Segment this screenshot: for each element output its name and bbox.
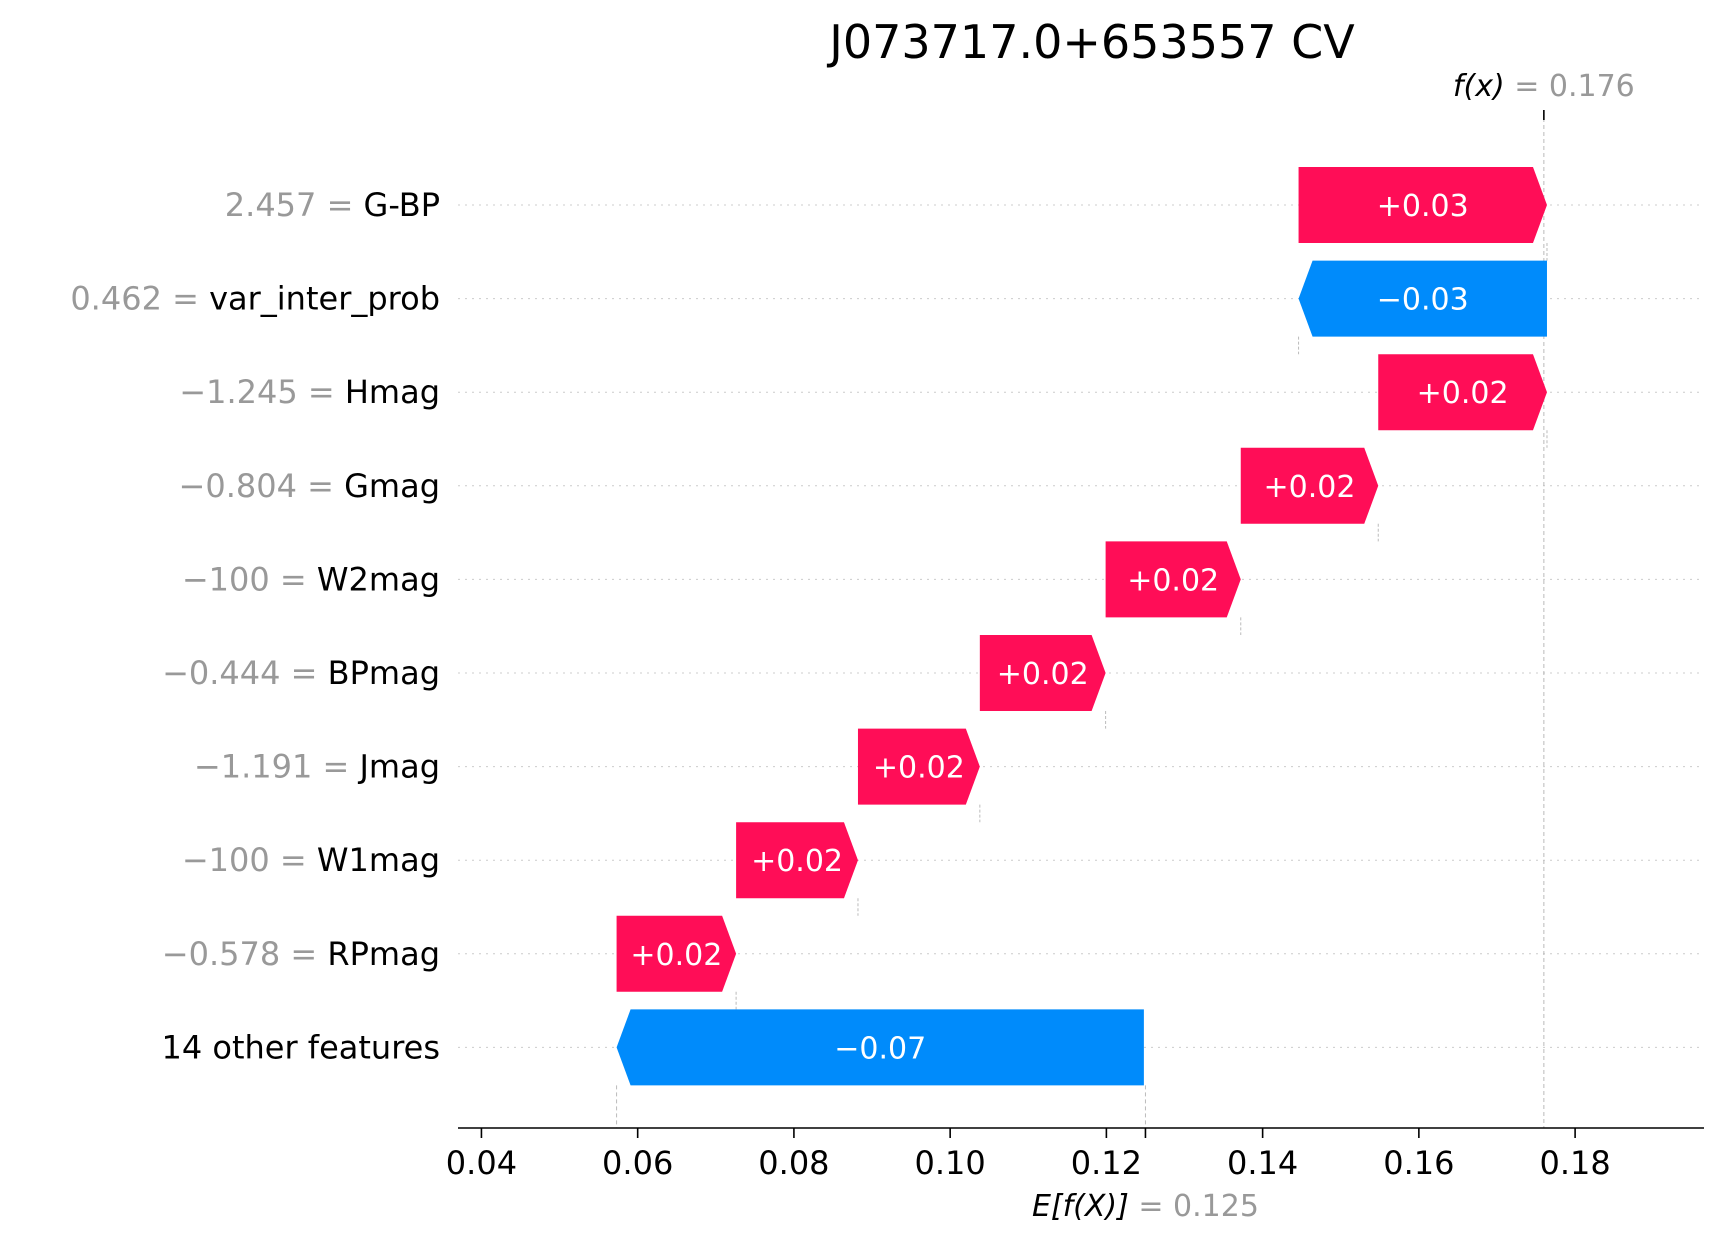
x-tick-label: 0.04 <box>446 1144 517 1182</box>
feature-label: 14 other features <box>161 1028 440 1066</box>
feature-name: W1mag <box>317 841 440 879</box>
feature-bar <box>616 915 737 992</box>
feature-value: 2.457 <box>225 186 317 224</box>
base-value-label: E[f(X)] = 0.125 <box>1032 1189 1259 1224</box>
feature-equals: = <box>280 935 327 973</box>
base-value-equals: = <box>1129 1189 1173 1224</box>
feature-equals: = <box>312 748 359 786</box>
feature-label: −100 = W2mag <box>182 560 440 598</box>
feature-name: BPmag <box>328 654 440 692</box>
feature-label: 2.457 = G-BP <box>225 186 440 224</box>
bar-value-label: +0.03 <box>1377 189 1469 224</box>
x-tick-label: 0.14 <box>1227 1144 1298 1182</box>
feature-value: 0.462 <box>70 280 162 318</box>
feature-name: Jmag <box>357 748 440 786</box>
feature-bars: +0.03 −0.03 +0.02 +0.02 +0.02 +0.02 +0.02 +0.02… <box>616 167 1547 1086</box>
feature-label: −0.444 = BPmag <box>162 654 440 692</box>
feature-equals: = <box>316 186 363 224</box>
base-value-number: 0.125 <box>1173 1189 1259 1224</box>
feature-bar <box>1298 260 1547 337</box>
x-tick-label: 0.12 <box>1071 1144 1142 1182</box>
bar-value-label: +0.02 <box>873 751 965 786</box>
feature-name: Gmag <box>344 467 440 505</box>
feature-bar <box>736 822 858 899</box>
bar-value-label: +0.02 <box>1127 563 1219 598</box>
feature-value: −1.191 <box>194 748 312 786</box>
feature-label: −0.578 = RPmag <box>162 935 440 973</box>
feature-value: −100 <box>182 841 270 879</box>
feature-labels: 2.457 = G-BP 0.462 = var_inter_prob −1.245… <box>70 186 440 1066</box>
x-tick-label: 0.06 <box>602 1144 673 1182</box>
x-tick-label: 0.08 <box>758 1144 829 1182</box>
feature-label: −100 = W1mag <box>182 841 440 879</box>
bar-value-label: −0.03 <box>1377 283 1469 318</box>
feature-label: 0.462 = var_inter_prob <box>70 280 440 318</box>
feature-value: −0.444 <box>162 654 280 692</box>
feature-equals: = <box>270 560 317 598</box>
feature-name: G-BP <box>364 186 440 224</box>
feature-bar <box>1105 541 1241 618</box>
base-value-name: E[f(X)] <box>1032 1189 1129 1224</box>
feature-bar <box>1240 447 1379 524</box>
x-tick-label: 0.10 <box>915 1144 986 1182</box>
x-tick-label: 0.18 <box>1539 1144 1610 1182</box>
feature-value: −1.245 <box>179 373 297 411</box>
bar-value-label: +0.02 <box>997 657 1089 692</box>
reference-labels: f(x) = 0.176 E[f(X)] = 0.125 <box>1032 69 1635 1224</box>
feature-bar <box>616 1009 1144 1086</box>
x-tick-label: 0.16 <box>1383 1144 1454 1182</box>
x-axis: 0.04 0.06 0.08 0.10 0.12 0.14 0.16 0.18 <box>446 1127 1704 1182</box>
feature-bar <box>1298 167 1547 243</box>
feature-label: −1.191 = Jmag <box>194 748 440 786</box>
feature-name: W2mag <box>317 560 440 598</box>
output-value-equals: = <box>1505 69 1549 104</box>
feature-bar <box>1378 354 1547 431</box>
feature-name: Hmag <box>345 373 440 411</box>
feature-bar <box>857 728 980 805</box>
connector-lines <box>735 243 1548 1010</box>
chart-title: J073717.0+653557 CV <box>826 15 1355 69</box>
feature-bar <box>979 635 1106 711</box>
feature-name: var_inter_prob <box>209 280 440 318</box>
bar-value-label: +0.02 <box>1417 376 1509 411</box>
feature-value: −0.578 <box>162 935 280 973</box>
output-value-name: f(x) <box>1453 69 1505 104</box>
feature-value: −0.804 <box>179 467 297 505</box>
feature-value: −100 <box>182 560 270 598</box>
output-value-label: f(x) = 0.176 <box>1453 69 1635 104</box>
feature-equals: = <box>298 373 345 411</box>
bar-value-label: +0.02 <box>751 844 843 879</box>
bar-value-label: −0.07 <box>834 1031 926 1066</box>
output-value-number: 0.176 <box>1549 69 1635 104</box>
feature-name: 14 other features <box>161 1028 440 1066</box>
feature-name: RPmag <box>327 935 440 973</box>
feature-label: −0.804 = Gmag <box>179 467 440 505</box>
feature-equals: = <box>162 280 209 318</box>
bar-value-label: +0.02 <box>630 938 722 973</box>
feature-label: −1.245 = Hmag <box>179 373 440 411</box>
feature-equals: = <box>281 654 328 692</box>
feature-equals: = <box>297 467 344 505</box>
bar-value-label: +0.02 <box>1264 470 1356 505</box>
feature-equals: = <box>270 841 317 879</box>
